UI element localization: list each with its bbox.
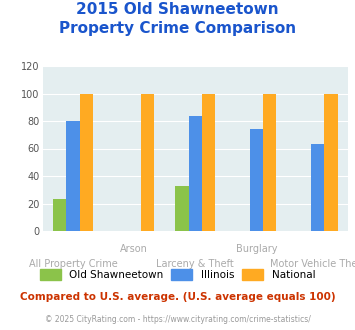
- Bar: [189, 115, 202, 231]
- Text: Arson: Arson: [120, 244, 148, 254]
- Text: 2015 Old Shawneetown: 2015 Old Shawneetown: [76, 2, 279, 16]
- Text: Burglary: Burglary: [236, 244, 277, 254]
- Text: © 2025 CityRating.com - https://www.cityrating.com/crime-statistics/: © 2025 CityRating.com - https://www.city…: [45, 315, 310, 324]
- Bar: [263, 93, 277, 231]
- Bar: [80, 93, 93, 231]
- Bar: [324, 93, 338, 231]
- Bar: [66, 121, 80, 231]
- Bar: [311, 145, 324, 231]
- Text: Motor Vehicle Theft: Motor Vehicle Theft: [270, 259, 355, 269]
- Bar: [202, 93, 215, 231]
- Bar: [175, 185, 189, 231]
- Bar: [141, 93, 154, 231]
- Bar: [53, 199, 66, 231]
- Text: All Property Crime: All Property Crime: [29, 259, 118, 269]
- Text: Compared to U.S. average. (U.S. average equals 100): Compared to U.S. average. (U.S. average …: [20, 292, 335, 302]
- Legend: Old Shawneetown, Illinois, National: Old Shawneetown, Illinois, National: [37, 266, 318, 283]
- Text: Larceny & Theft: Larceny & Theft: [156, 259, 234, 269]
- Bar: [250, 129, 263, 231]
- Text: Property Crime Comparison: Property Crime Comparison: [59, 21, 296, 36]
